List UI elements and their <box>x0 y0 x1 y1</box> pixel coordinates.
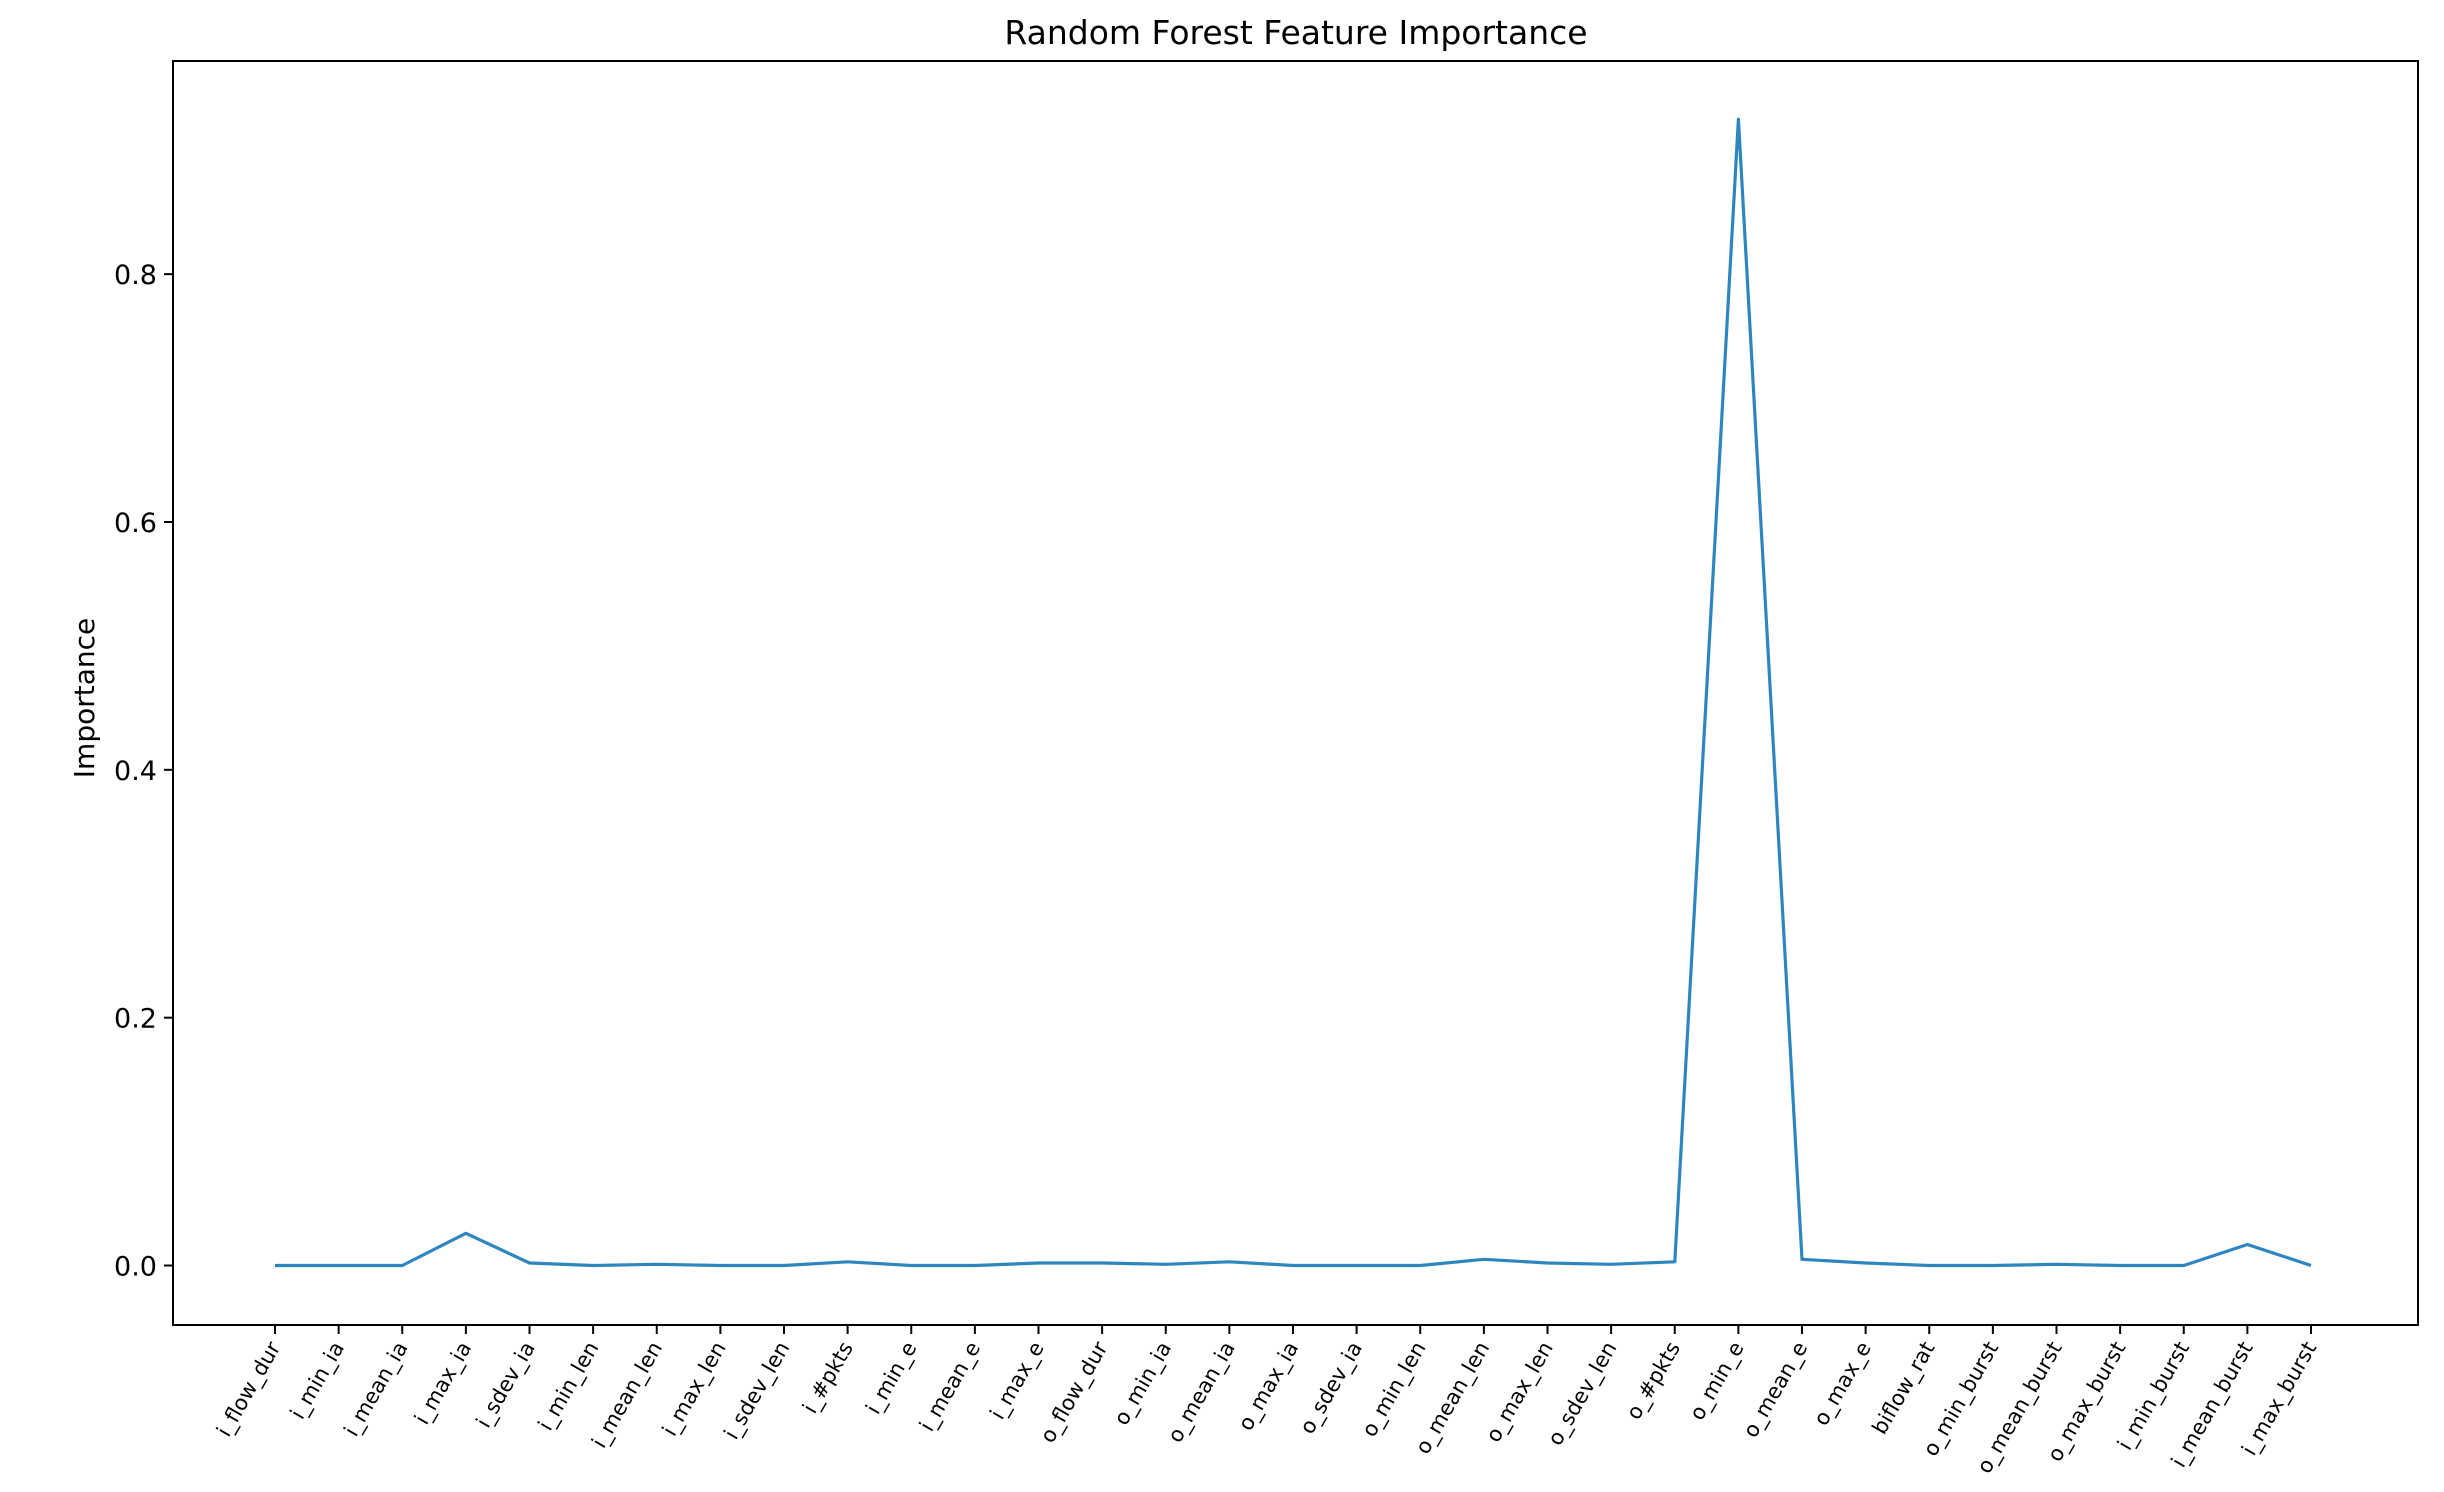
plot-frame <box>172 60 2419 1326</box>
y-tick-label: 0.4 <box>114 756 157 787</box>
x-tick-label: i_#pkts <box>798 1338 859 1419</box>
x-tick-label: i_min_e <box>861 1338 922 1419</box>
x-tick-label: i_min_ia <box>286 1338 350 1424</box>
x-tick-label: i_min_len <box>533 1338 604 1436</box>
x-tick-label: i_sdev_len <box>719 1338 795 1444</box>
x-tick-label: o_#pkts <box>1621 1338 1685 1425</box>
x-tick-label: o_sdev_ia <box>1295 1338 1368 1439</box>
x-tick-label: o_min_ia <box>1109 1338 1177 1430</box>
x-tick-label: i_flow_dur <box>212 1337 287 1441</box>
x-tick-label: o_mean_e <box>1738 1338 1813 1443</box>
x-tick-label: i_max_e <box>985 1338 1049 1425</box>
y-tick-label: 0.8 <box>114 260 157 291</box>
x-tick-label: i_mean_e <box>915 1338 986 1437</box>
series-line <box>275 117 2312 1268</box>
x-tick-label: o_min_len <box>1357 1338 1431 1442</box>
x-tick-label: o_max_ia <box>1233 1338 1304 1436</box>
y-tick-label: 0.2 <box>114 1004 157 1035</box>
x-axis: i_flow_dur i_min_iai_mean_iai_max_iai_sde… <box>212 1325 2322 1478</box>
x-tick-label: i_sdev_ia <box>471 1338 540 1433</box>
x-tick-label: biflow_rat <box>1867 1338 1940 1439</box>
x-tick-label: i_mean_ia <box>339 1338 413 1442</box>
x-tick-label: o_flow_dur <box>1035 1337 1113 1447</box>
y-axis: 0.0 0.2 0.4 0.6 0.8 <box>114 260 173 1283</box>
x-tick-label: i_max_ia <box>410 1338 477 1430</box>
x-tick-label: o_max_e <box>1809 1338 1877 1431</box>
y-axis-label: Importance <box>68 618 101 778</box>
chart-title: Random Forest Feature Importance <box>1004 13 1587 52</box>
x-tick-label: o_mean_ia <box>1163 1338 1241 1448</box>
series-group <box>274 117 2312 1268</box>
x-tick-label: o_min_e <box>1685 1338 1750 1425</box>
x-tick-label: i_max_len <box>658 1338 732 1441</box>
y-tick-label: 0.0 <box>114 1252 157 1283</box>
y-tick-label: 0.6 <box>114 508 157 539</box>
